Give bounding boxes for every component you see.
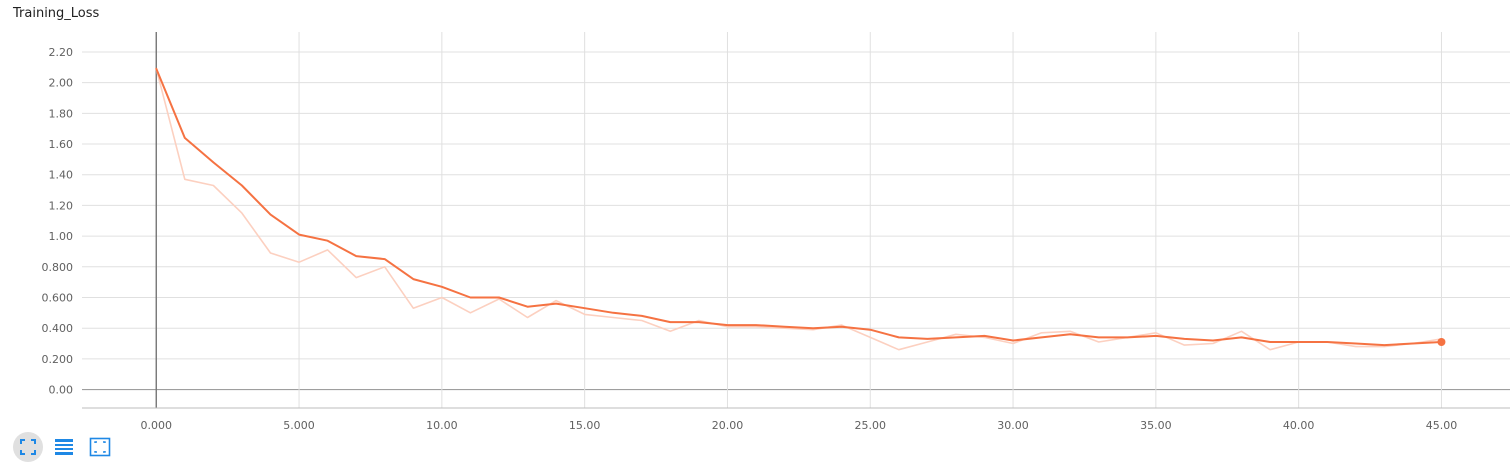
y-tick-label: 2.00 bbox=[49, 77, 74, 90]
x-gridlines bbox=[155, 32, 1442, 408]
series-layer bbox=[155, 67, 1446, 351]
fit-to-screen-icon bbox=[20, 439, 36, 455]
y-tick-label: 1.40 bbox=[49, 169, 74, 182]
raw-loss-line bbox=[155, 68, 1443, 351]
y-tick-label: 0.00 bbox=[49, 384, 74, 397]
list-lines-icon bbox=[55, 439, 73, 455]
x-tick-label: 40.00 bbox=[1283, 419, 1315, 430]
y-tick-label: 1.20 bbox=[49, 199, 74, 212]
chart-plot: 0.00 0.200 0.400 0.600 0.800 1.00 1.20 1.40 1.60… bbox=[42, 32, 1510, 430]
x-tick-label: 35.00 bbox=[1140, 419, 1172, 430]
y-tick-label: 1.80 bbox=[49, 107, 74, 120]
y-tick-label: 0.400 bbox=[42, 322, 74, 335]
data-range-icon bbox=[89, 437, 111, 457]
x-tick-label: 20.00 bbox=[712, 419, 744, 430]
chart-toolbar bbox=[13, 432, 115, 462]
data-range-button[interactable] bbox=[85, 432, 115, 462]
x-tick-label: 10.00 bbox=[426, 419, 458, 430]
smoothed-loss-line bbox=[155, 67, 1443, 347]
x-tick-label: 30.00 bbox=[997, 419, 1029, 430]
y-tick-label: 0.600 bbox=[42, 292, 74, 305]
y-tick-label: 1.00 bbox=[49, 230, 74, 243]
x-tick-label: 0.000 bbox=[141, 419, 173, 430]
fit-domain-button[interactable] bbox=[13, 432, 43, 462]
x-tick-label: 5.000 bbox=[283, 419, 315, 430]
x-tick-label: 45.00 bbox=[1426, 419, 1458, 430]
x-tick-label: 15.00 bbox=[569, 419, 601, 430]
y-tick-label: 1.60 bbox=[49, 138, 74, 151]
chart-title: Training_Loss bbox=[13, 6, 100, 21]
x-tick-label: 25.00 bbox=[855, 419, 887, 430]
toggle-log-scale-button[interactable] bbox=[49, 432, 79, 462]
y-gridlines bbox=[82, 51, 1510, 391]
y-tick-label: 0.200 bbox=[42, 353, 74, 366]
y-tick-label: 2.20 bbox=[49, 46, 74, 59]
y-tick-label: 0.800 bbox=[42, 261, 74, 274]
y-tick-labels: 0.00 0.200 0.400 0.600 0.800 1.00 1.20 1.40 1.60… bbox=[42, 46, 74, 397]
last-point-marker bbox=[1437, 338, 1446, 347]
x-tick-labels: 0.000 5.000 10.00 15.00 20.00 25.00 30.00 35.00… bbox=[141, 419, 1458, 430]
